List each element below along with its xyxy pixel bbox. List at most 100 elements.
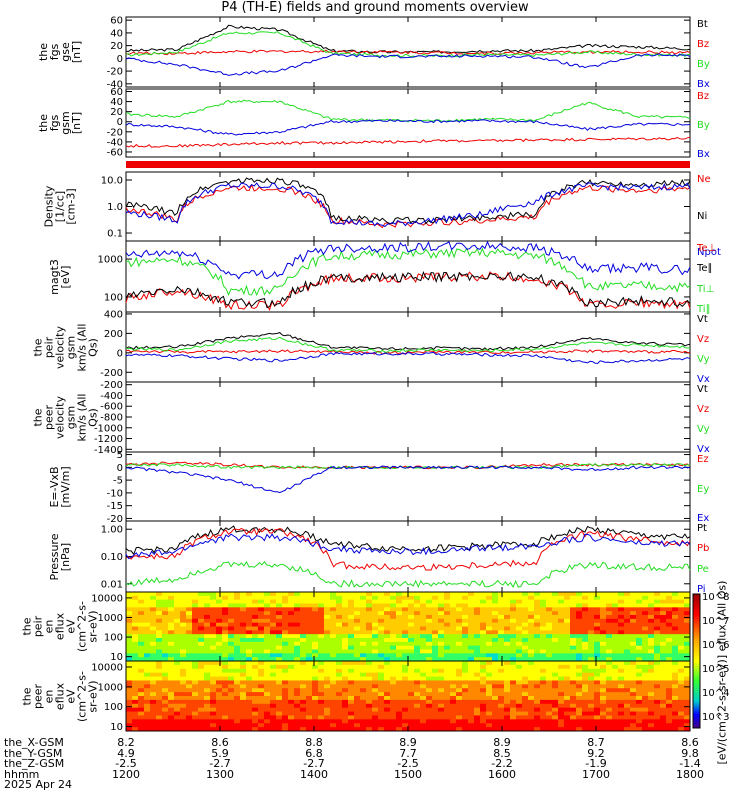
heatmap-cell [276, 692, 283, 697]
heatmap-cell [450, 696, 457, 701]
heatmap-cell [666, 595, 673, 601]
heatmap-cell [564, 703, 571, 709]
heatmap-cell [402, 657, 409, 662]
heatmap-cell [180, 672, 187, 678]
heatmap-cell [624, 676, 631, 681]
heatmap-cell [486, 611, 493, 616]
heatmap-cell [612, 711, 619, 716]
heatmap-cell [240, 595, 247, 601]
heatmap-cell [534, 680, 541, 685]
heatmap-cell [444, 661, 451, 666]
heatmap-cell [240, 696, 247, 701]
heatmap-cell [354, 649, 361, 654]
heatmap-cell [486, 622, 493, 627]
heatmap-cell [384, 688, 391, 693]
heatmap-cell [336, 696, 343, 701]
heatmap-cell [642, 607, 649, 612]
heatmap-cell [588, 668, 595, 674]
heatmap-cell [204, 703, 211, 709]
heatmap-cell [126, 719, 133, 724]
heatmap-cell [642, 699, 649, 705]
heatmap-cell [432, 657, 439, 662]
heatmap-cell [288, 684, 295, 689]
heatmap-cell [366, 707, 373, 713]
heatmap-cell [246, 707, 253, 713]
heatmap-cell [276, 618, 283, 624]
heatmap-cell [222, 630, 229, 635]
heatmap-cell [276, 607, 283, 612]
heatmap-cell [132, 595, 139, 601]
legend-Vx: Vx [697, 444, 710, 455]
heatmap-cell [588, 595, 595, 601]
heatmap-cell [378, 653, 385, 658]
heatmap-cell [270, 599, 277, 604]
heatmap-cell [576, 641, 583, 647]
heatmap-cell [372, 668, 379, 674]
series-Ne [125, 183, 691, 229]
heatmap-cell [366, 719, 373, 724]
heatmap-cell [408, 723, 415, 728]
heatmap-cell [426, 607, 433, 612]
heatmap-cell [234, 699, 241, 705]
heatmap-cell [534, 615, 541, 620]
heatmap-cell [390, 611, 397, 616]
heatmap-cell [570, 692, 577, 697]
heatmap-cell [306, 618, 313, 624]
heatmap-cell [240, 641, 247, 647]
y-axis-label: the peir en eflux eV (cm^2-s-sr-eV) [21, 594, 100, 660]
heatmap-cell [156, 615, 163, 620]
heatmap-cell [186, 618, 193, 624]
heatmap-cell [684, 626, 691, 631]
heatmap-cell [216, 657, 223, 662]
heatmap-cell [558, 657, 565, 662]
heatmap-cell [222, 607, 229, 612]
heatmap-cell [570, 638, 577, 643]
heatmap-cell [570, 622, 577, 627]
heatmap-cell [630, 688, 637, 693]
heatmap-cell [468, 592, 475, 597]
heatmap-cell [444, 638, 451, 643]
heatmap-cell [306, 711, 313, 716]
heatmap-cell [552, 719, 559, 724]
heatmap-cell [366, 715, 373, 720]
heatmap-cell [540, 622, 547, 627]
heatmap-cell [522, 638, 529, 643]
heatmap-cell [258, 664, 265, 670]
panel-peer_velocity: -200-400-600-800-1000-1200-1400 [94, 380, 691, 456]
heatmap-cell [384, 595, 391, 601]
heatmap-cell [144, 688, 151, 693]
heatmap-cell [372, 723, 379, 728]
heatmap-cell [180, 719, 187, 724]
heatmap-cell [528, 649, 535, 654]
heatmap-cell [270, 592, 277, 597]
heatmap-cell [684, 727, 691, 732]
heatmap-cell [240, 680, 247, 685]
heatmap-cell [534, 645, 541, 650]
heatmap-cell [168, 719, 175, 724]
heatmap-cell [144, 657, 151, 662]
heatmap-cell [666, 664, 673, 670]
heatmap-cell [216, 676, 223, 681]
heatmap-cell [306, 634, 313, 639]
heatmap-cell [246, 719, 253, 724]
heatmap-cell [204, 684, 211, 689]
heatmap-cell [636, 630, 643, 635]
heatmap-cell [678, 595, 685, 601]
heatmap-cell [438, 711, 445, 716]
heatmap-cell [498, 727, 505, 732]
x-row-value: 5.9 [211, 746, 229, 760]
heatmap-cell [522, 634, 529, 639]
heatmap-cell [282, 703, 289, 709]
heatmap-cell [516, 684, 523, 689]
y-tick-label: 10.0 [101, 175, 123, 186]
heatmap-cell [204, 719, 211, 724]
heatmap-cell [240, 603, 247, 608]
legend-Pb: Pb [697, 543, 710, 555]
heatmap-cell [672, 676, 679, 681]
heatmap-cell [312, 727, 319, 732]
heatmap-cell [576, 664, 583, 670]
heatmap-cell [240, 684, 247, 689]
heatmap-cell [270, 653, 277, 658]
heatmap-cell [420, 715, 427, 720]
heatmap-cell [186, 672, 193, 678]
